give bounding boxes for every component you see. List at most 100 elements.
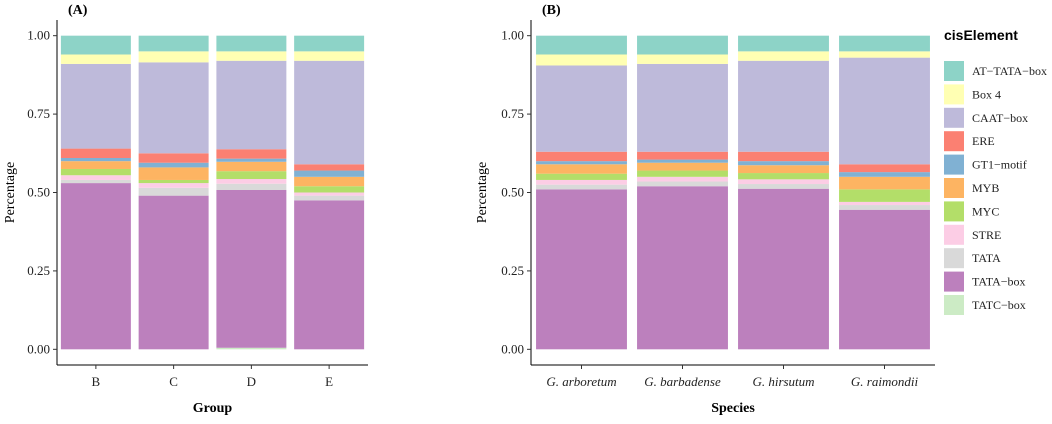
legend-label: CAAT−box bbox=[972, 111, 1028, 125]
legend-title: cisElement bbox=[944, 27, 1018, 43]
legend-label: GT1−motif bbox=[972, 158, 1027, 172]
bar-segment-caat-box bbox=[294, 60, 365, 165]
bar-segment-myb bbox=[138, 167, 209, 180]
bar-segment-ere bbox=[839, 164, 930, 173]
bar-segment-tata-box bbox=[60, 183, 131, 350]
x-tick-label: E bbox=[325, 374, 333, 389]
bar-segment-stre bbox=[294, 192, 365, 196]
y-tick-label: 0.00 bbox=[27, 341, 50, 356]
legend: cisElement AT−TATA−box Box 4 CAAT−box ERE GT1… bbox=[944, 27, 1047, 315]
bar-segment-box-4 bbox=[637, 54, 728, 64]
bar-segment-tata bbox=[60, 179, 131, 184]
bar-segment-gt1-motif bbox=[138, 162, 209, 168]
bar-segment-stre bbox=[738, 179, 829, 185]
legend-label: AT−TATA−box bbox=[972, 64, 1047, 78]
bar-segment-tata bbox=[294, 195, 365, 201]
bar-segment-caat-box bbox=[637, 63, 728, 152]
bar-segment-ere bbox=[294, 164, 365, 171]
panel-label: (B) bbox=[542, 3, 561, 18]
bar-segment-stre bbox=[536, 179, 627, 185]
legend-item-at-tata-box: AT−TATA−box bbox=[944, 61, 1047, 81]
legend-item-ere: ERE bbox=[944, 131, 995, 152]
bar-segment-tata bbox=[138, 187, 209, 196]
bar-segment-tata-box bbox=[138, 195, 209, 350]
bar-segment-myc bbox=[294, 186, 365, 193]
bar-segment-myc bbox=[738, 173, 829, 180]
y-axis-title: Percentage bbox=[3, 162, 18, 223]
legend-item-myb: MYB bbox=[944, 178, 999, 198]
legend-label: TATA bbox=[972, 251, 1001, 265]
bar-segment-box-4 bbox=[60, 54, 131, 64]
bar-segment-box-4 bbox=[138, 51, 209, 63]
y-tick-label: 0.50 bbox=[27, 185, 50, 200]
legend-item-caat-box: CAAT−box bbox=[944, 107, 1028, 128]
bar-segment-myc bbox=[839, 189, 930, 202]
x-tick-label: G. barbadense bbox=[644, 374, 721, 389]
bar-segment-caat-box bbox=[138, 62, 209, 154]
legend-item-tata-box: TATA−box bbox=[944, 271, 1026, 292]
bar-segment-tata-box bbox=[536, 189, 627, 350]
x-tick-label: G. arboretum bbox=[546, 374, 616, 389]
bar-segment-at-tata-box bbox=[839, 35, 930, 52]
bar-segment-myc bbox=[216, 171, 287, 180]
bar-segment-tata bbox=[536, 184, 627, 190]
bar-segment-gt1-motif bbox=[536, 161, 627, 165]
bar-d bbox=[216, 35, 287, 350]
bar-segment-box-4 bbox=[294, 51, 365, 61]
y-tick-label: 1.00 bbox=[501, 28, 524, 43]
legend-swatch bbox=[944, 178, 964, 198]
legend-label: MYC bbox=[972, 204, 999, 218]
bar-segment-at-tata-box bbox=[536, 35, 627, 55]
panel-label: (A) bbox=[68, 3, 88, 18]
bar-segment-myb bbox=[839, 176, 930, 190]
bar-segment-tata bbox=[637, 181, 728, 187]
y-axis-title: Percentage bbox=[475, 162, 490, 223]
legend-label: ERE bbox=[972, 134, 995, 148]
x-tick-label: C bbox=[169, 374, 178, 389]
bar-segment-tata-box bbox=[738, 188, 829, 350]
bar-segment-myb bbox=[60, 161, 131, 169]
legend-item-myc: MYC bbox=[944, 201, 999, 222]
bar-segment-stre bbox=[637, 176, 728, 182]
legend-item-tatc-box: TATC−box bbox=[944, 295, 1026, 315]
bar-g-arboretum bbox=[536, 35, 627, 350]
legend-label: Box 4 bbox=[972, 87, 1001, 101]
panel-b: (B) 0.00 0.25 0.50 0.75 1.00 G. arboretum G. ba… bbox=[475, 3, 935, 416]
bar-segment-ere bbox=[637, 151, 728, 160]
legend-label: MYB bbox=[972, 181, 999, 195]
bar-segment-myc bbox=[637, 170, 728, 177]
bar-segment-gt1-motif bbox=[216, 158, 287, 162]
legend-swatch bbox=[944, 154, 964, 175]
bar-c bbox=[138, 35, 209, 350]
bar-g-barbadense bbox=[637, 35, 728, 350]
y-tick-label: 0.25 bbox=[27, 263, 50, 278]
bar-b bbox=[60, 35, 131, 350]
bar-segment-myb bbox=[637, 162, 728, 171]
x-axis-title: Species bbox=[711, 401, 755, 416]
legend-swatch bbox=[944, 295, 964, 315]
bar-segment-stre bbox=[839, 201, 930, 206]
y-tick-label: 1.00 bbox=[27, 28, 50, 43]
bar-segment-gt1-motif bbox=[294, 170, 365, 177]
bar-segment-at-tata-box bbox=[216, 35, 287, 52]
bar-segment-myc bbox=[138, 179, 209, 184]
bar-segment-at-tata-box bbox=[138, 35, 209, 52]
bar-segment-at-tata-box bbox=[637, 35, 728, 55]
bar-segment-caat-box bbox=[738, 60, 829, 152]
bar-segment-myb bbox=[294, 176, 365, 187]
bar-segment-box-4 bbox=[216, 51, 287, 61]
legend-swatch bbox=[944, 271, 964, 292]
legend-swatch bbox=[944, 107, 964, 128]
bar-segment-myb bbox=[216, 161, 287, 172]
bar-segment-tatc-box bbox=[216, 347, 287, 350]
bar-segment-gt1-motif bbox=[839, 172, 930, 177]
bar-g-hirsutum bbox=[738, 35, 829, 350]
bar-segment-tata-box bbox=[216, 189, 287, 348]
bar-segment-box-4 bbox=[738, 51, 829, 61]
bar-g-raimondii bbox=[839, 35, 930, 350]
legend-item-gt1-motif: GT1−motif bbox=[944, 154, 1027, 175]
bar-segment-ere bbox=[138, 153, 209, 163]
panel-a: (A) 0.00 0.25 0.50 0.75 1.00 B C D E Group Percenta… bbox=[3, 3, 368, 416]
y-tick-label: 0.00 bbox=[501, 341, 524, 356]
